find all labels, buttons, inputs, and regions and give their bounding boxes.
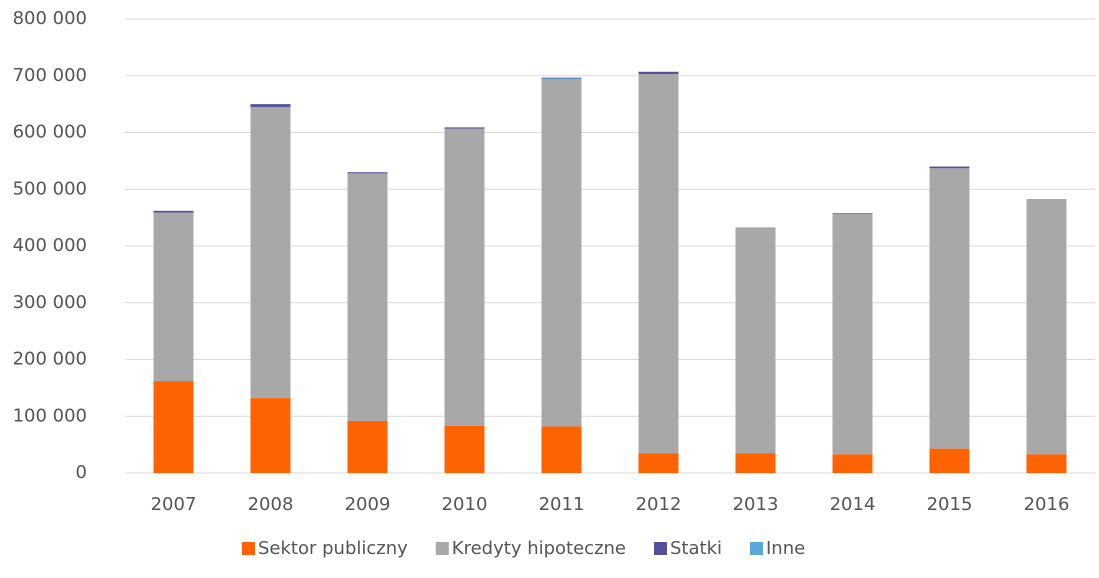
bar-segment [445,129,485,426]
x-tick-label: 2011 [539,494,585,515]
x-tick-label: 2010 [442,494,488,515]
y-tick-label: 400 000 [13,235,87,256]
legend-label: Inne [766,538,805,559]
y-tick-label: 500 000 [13,178,87,199]
bar-segment [639,453,679,473]
y-tick-label: 600 000 [13,122,87,143]
y-tick-label: 700 000 [13,65,87,86]
legend-swatch [654,542,667,555]
bar-segment [833,454,873,473]
bar-segment [736,228,776,453]
bar-segment [445,127,485,128]
bar-segment [930,449,970,473]
legend-swatch [242,542,255,555]
bar-segment [154,381,194,473]
bar-segment [639,74,679,453]
bar-segment [542,77,582,78]
bar-segment [930,168,970,448]
bar-segment [348,421,388,473]
y-tick-label: 200 000 [13,349,87,370]
bar-segment [154,211,194,213]
x-tick-label: 2012 [636,494,682,515]
bar-segment [251,107,291,398]
bar-segment [445,426,485,473]
y-tick-label: 800 000 [13,8,87,29]
bar-segment [930,167,970,169]
x-tick-label: 2008 [248,494,294,515]
bar-segment [542,79,582,426]
bar-segment [1027,199,1067,200]
bar-segment [1027,200,1067,454]
x-tick-label: 2016 [1024,494,1070,515]
bar-segment [833,213,873,214]
x-tick-label: 2013 [733,494,779,515]
bar-segment [154,213,194,382]
bar-segment [251,398,291,473]
x-tick-label: 2009 [345,494,391,515]
bar-segment [736,453,776,473]
bar-segment [542,426,582,473]
bar-segment [251,104,291,107]
y-tick-label: 300 000 [13,292,87,313]
legend-label: Sektor publiczny [258,538,408,559]
y-tick-label: 0 [76,462,87,483]
y-tick-label: 100 000 [13,405,87,426]
legend-swatch [436,542,449,555]
legend-label: Statki [670,538,722,559]
bar-segment [348,172,388,173]
x-tick-label: 2015 [927,494,973,515]
legend-swatch [750,542,763,555]
x-tick-label: 2014 [830,494,876,515]
x-tick-label: 2007 [151,494,197,515]
bar-segment [542,79,582,80]
bar-segment [1027,454,1067,473]
bar-segment [639,72,679,74]
bar-segment [833,214,873,455]
legend-label: Kredyty hipoteczne [452,538,626,559]
bar-segment [348,173,388,420]
